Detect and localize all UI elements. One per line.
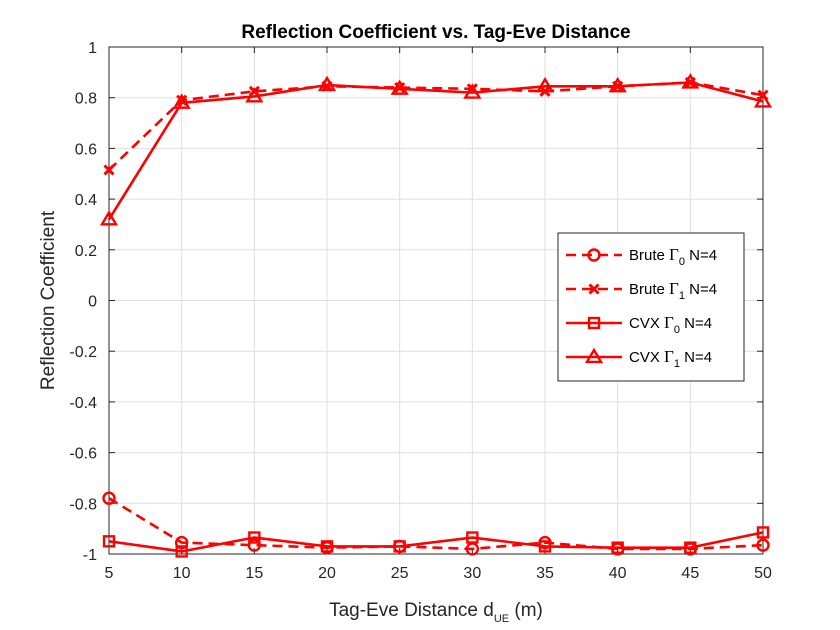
- legend-marker-1: [588, 283, 600, 295]
- x-tick-label: 5: [105, 565, 114, 582]
- series-2-point-1: [175, 545, 188, 558]
- x-axis-label-suffix: (m): [509, 600, 543, 621]
- legend-label-subscript: 0: [679, 256, 685, 268]
- series-2-point-6: [538, 540, 552, 553]
- legend-entry-3: CVX Γ1 N=4: [566, 347, 712, 370]
- series-0-point-0: [102, 491, 116, 505]
- y-tick-label: 0.2: [75, 243, 97, 260]
- series-3: [99, 73, 773, 226]
- legend-label-subscript: 0: [674, 324, 680, 336]
- series-3-point-3: [317, 75, 337, 92]
- series-2-point-3: [320, 540, 334, 553]
- series-line-3: [107, 81, 764, 221]
- x-tick-label: 10: [173, 565, 191, 582]
- series-0-point-1: [174, 535, 189, 550]
- legend-entry-2: CVX Γ0 N=4: [566, 313, 712, 336]
- legend-marker-2: [587, 316, 601, 330]
- series-0-point-2: [247, 538, 262, 552]
- y-axis-label: Reflection Coefficient: [38, 210, 59, 390]
- legend-label-prefix: Brute: [629, 247, 669, 264]
- legend-marker-3: [584, 347, 604, 364]
- series-3-point-9: [753, 92, 773, 108]
- y-tick-label: -0.6: [69, 446, 97, 463]
- series-3-point-4: [390, 79, 409, 95]
- x-tick-label: 30: [463, 565, 481, 582]
- legend-label-2: CVX Γ0 N=4: [629, 313, 712, 336]
- series-2-point-8: [684, 541, 697, 554]
- legend-label-suffix: N=4: [685, 281, 717, 298]
- legend-label-suffix: N=4: [685, 247, 717, 264]
- x-tick-label: 35: [536, 565, 554, 582]
- series-2-point-0: [102, 535, 116, 548]
- series-line-1: [108, 81, 764, 171]
- series-3-point-7: [608, 76, 627, 93]
- legend-label-greek: Γ: [669, 245, 679, 264]
- legend-label-greek: Γ: [664, 347, 674, 366]
- legend-label-greek: Γ: [664, 313, 674, 332]
- series-3-point-8: [681, 73, 700, 89]
- legend-label-3: CVX Γ1 N=4: [629, 347, 712, 370]
- series-3-point-2: [245, 87, 264, 103]
- y-tick-label: 1: [88, 40, 97, 57]
- y-tick-label: 0: [88, 294, 97, 311]
- y-tick-label: 0.6: [75, 141, 97, 158]
- series-3-point-6: [535, 76, 555, 93]
- x-axis-label: Tag-Eve Distance dUE (m): [329, 600, 543, 625]
- series-1-point-0: [103, 164, 115, 176]
- legend-label-suffix: N=4: [680, 349, 712, 366]
- series-0-point-9: [756, 538, 770, 552]
- tick-labels: 5 10 15 20 25 30 35 40 45 50-1-0.8-0.6-0.4-0.200.…: [69, 40, 772, 582]
- series-2: [102, 526, 770, 558]
- x-tick-label: 20: [318, 565, 336, 582]
- series-line-2: [108, 531, 764, 553]
- x-tick-label: 25: [391, 565, 409, 582]
- series-1-point-0-stroke-b: [103, 164, 115, 176]
- y-tick-label: -0.4: [69, 395, 97, 412]
- legend-label-prefix: CVX: [629, 315, 664, 332]
- legend-label-0: Brute Γ0 N=4: [629, 245, 717, 268]
- series-2-point-9: [756, 526, 770, 539]
- x-axis-label-main: Tag-Eve Distance d: [329, 600, 494, 621]
- y-tick-label: -0.8: [69, 496, 97, 513]
- legend-label-prefix: Brute: [629, 281, 669, 298]
- y-tick-label: -1: [83, 547, 97, 564]
- legend-marker-0: [587, 248, 601, 262]
- legend-label-1: Brute Γ1 N=4: [629, 279, 717, 302]
- y-tick-label: -0.2: [69, 344, 97, 361]
- x-tick-label: 45: [681, 565, 699, 582]
- y-tick-label: 0.8: [75, 91, 97, 108]
- series-layer: [99, 73, 773, 558]
- x-tick-label: 50: [754, 565, 772, 582]
- x-tick-label: 15: [245, 565, 263, 582]
- series-3-point-1: [172, 93, 191, 109]
- series-2-point-2: [248, 531, 261, 544]
- legend-label-greek: Γ: [669, 279, 679, 298]
- series-3-point-0: [99, 210, 119, 226]
- legend-marker-1-stroke-b: [588, 283, 600, 295]
- chart-title: Reflection Coefficient vs. Tag-Eve Dista…: [241, 22, 630, 43]
- series-2-point-7: [611, 541, 624, 554]
- legend-entry-0: Brute Γ0 N=4: [566, 245, 717, 268]
- legend-label-subscript: 1: [674, 358, 680, 370]
- series-2-point-4: [393, 540, 406, 553]
- x-tick-label: 40: [609, 565, 627, 582]
- legend-label-subscript: 1: [679, 290, 685, 302]
- x-axis-label-subscript: UE: [494, 613, 509, 625]
- legend-label-suffix: N=4: [680, 315, 712, 332]
- legend-entry-1: Brute Γ1 N=4: [566, 279, 717, 302]
- series-2-point-5: [466, 531, 479, 544]
- legend-label-prefix: CVX: [629, 349, 664, 366]
- series-3-point-5: [463, 83, 482, 99]
- y-tick-label: 0.4: [75, 192, 97, 209]
